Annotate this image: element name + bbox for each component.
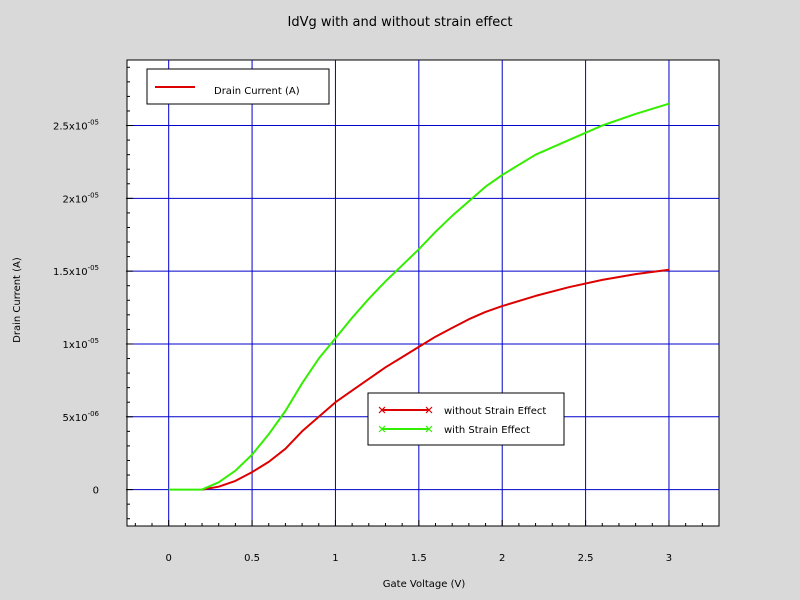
x-tick-label: 0.5 (244, 553, 260, 564)
series-legend: without Strain Effect with Strain Effect (367, 392, 565, 446)
series-line-without-strain-effect (201, 268, 670, 491)
y-tick-label-exponent: -05 (88, 264, 99, 272)
legend-marker-without-strain-effect (425, 406, 433, 414)
x-tick-label: 2.5 (578, 553, 594, 564)
y-tick-label: 1x10-05 (63, 337, 99, 351)
y-tick-label-base: 2x10 (63, 194, 88, 205)
major-ticks (126, 125, 670, 526)
y-axis-label: Drain Current (A) (12, 257, 23, 343)
y-tick-label: 0 (93, 486, 99, 497)
legend-marker-without-strain-effect (378, 406, 386, 414)
x-tick-label: 1.5 (411, 553, 427, 564)
y-tick-label: 5x10-06 (63, 410, 100, 424)
y-tick-label-exponent: -05 (88, 191, 99, 199)
y-tick-label: 1.5x10-05 (53, 264, 99, 278)
y-tick-label-base: 2.5x10 (53, 122, 88, 133)
minor-ticks (127, 66, 703, 526)
chart-title: IdVg with and without strain effect (287, 15, 512, 30)
y-tick-label-base: 1x10 (63, 340, 88, 351)
series-legend-box (367, 392, 565, 446)
x-tick-label: 0 (166, 553, 172, 564)
axis-legend-label: Drain Current (A) (214, 86, 300, 97)
y-tick-label-base: 1.5x10 (53, 267, 88, 278)
x-axis-label: Gate Voltage (V) (383, 579, 466, 590)
grid (127, 60, 719, 526)
y-tick-label-exponent: -06 (88, 410, 100, 418)
legend-marker-with-strain-effect (425, 425, 433, 433)
x-tick-label: 3 (666, 553, 672, 564)
axis-legend: Drain Current (A) (146, 68, 330, 105)
y-tick-label: 2x10-05 (63, 191, 99, 205)
y-tick-label: 2.5x10-05 (53, 119, 99, 133)
y-tick-label-exponent: -05 (88, 119, 99, 127)
legend-label-without-strain-effect: without Strain Effect (444, 406, 546, 417)
y-tick-label-exponent: -05 (88, 337, 99, 345)
legend-label-with-strain-effect: with Strain Effect (444, 425, 530, 436)
x-tick-label: 1 (332, 553, 338, 564)
series-line-with-strain-effect (168, 102, 670, 491)
y-tick-label-base: 5x10 (63, 413, 88, 424)
legend-marker-with-strain-effect (378, 425, 386, 433)
x-tick-labels: 0 0.5 1 1.5 2 2.5 3 (166, 553, 673, 564)
x-tick-label: 2 (499, 553, 505, 564)
plot-area (126, 59, 720, 527)
y-tick-label-base: 0 (93, 486, 99, 497)
series-lines (168, 102, 670, 491)
